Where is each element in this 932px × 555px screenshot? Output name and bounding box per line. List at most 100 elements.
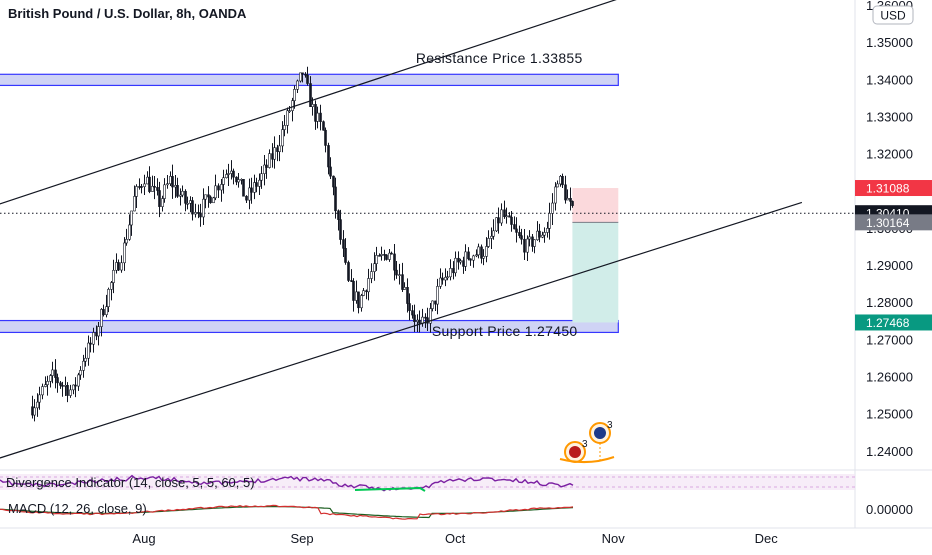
candle-body-54 — [169, 176, 172, 184]
support-zone-label: Support Price 1.27450 — [432, 323, 578, 339]
candle-body-189 — [513, 224, 516, 230]
events-layer[interactable]: 33 — [559, 420, 615, 463]
price-tick-0: 1.24000 — [866, 444, 913, 459]
trendlines-layer[interactable] — [0, 0, 803, 462]
us-event-badge[interactable]: 3 — [564, 439, 588, 463]
candle-body-164 — [449, 268, 452, 278]
candle-body-47 — [151, 185, 154, 192]
divergence-signal — [354, 486, 426, 492]
candle-body-22 — [87, 342, 90, 359]
candle-body-63 — [191, 200, 194, 215]
candle-body-106 — [301, 72, 304, 75]
candle-body-62 — [189, 200, 192, 204]
candle-body-204 — [551, 202, 554, 214]
candle-body-59 — [181, 190, 184, 196]
candle-body-136 — [378, 255, 381, 257]
candle-body-117 — [329, 166, 332, 177]
candle-body-107 — [304, 73, 307, 76]
candle-body-108 — [306, 74, 309, 84]
us-event-badge-count: 3 — [582, 439, 588, 450]
candle-body-81 — [237, 179, 240, 183]
candle-body-64 — [194, 212, 197, 215]
uk-flag-icon — [594, 427, 606, 439]
currency-button-label[interactable]: USD — [880, 9, 906, 23]
candle-body-35 — [120, 262, 123, 271]
candle-body-121 — [339, 219, 342, 240]
candle-body-37 — [125, 239, 128, 244]
target-price-badge — [855, 314, 932, 331]
candle-body-150 — [413, 314, 416, 322]
candle-body-183 — [497, 217, 500, 224]
candle-body-12 — [61, 385, 64, 387]
candle-body-161 — [441, 277, 444, 281]
position-layer[interactable] — [572, 188, 619, 323]
candle-body-74 — [220, 184, 223, 191]
time-tick-dec: Dec — [755, 531, 779, 546]
candle-body-104 — [296, 80, 299, 90]
candle-body-88 — [255, 182, 258, 187]
price-tick-5: 1.29000 — [866, 258, 913, 273]
candle-body-49 — [156, 187, 159, 191]
candle-body-197 — [533, 239, 536, 247]
candle-body-190 — [515, 228, 518, 233]
candle-body-123 — [344, 248, 347, 263]
candle-body-124 — [347, 262, 350, 281]
candle-body-201 — [543, 232, 546, 236]
support-zone[interactable] — [0, 319, 619, 334]
candle-body-134 — [373, 263, 376, 272]
channel-upper[interactable] — [0, 0, 710, 214]
candle-body-157 — [431, 300, 434, 309]
candle-body-109 — [309, 83, 312, 107]
resistance-zone[interactable] — [0, 73, 619, 87]
candle-body-128 — [357, 291, 360, 309]
candles-layer — [31, 66, 574, 422]
uk-event-badge[interactable]: 3 — [589, 420, 613, 444]
candle-body-139 — [385, 254, 388, 260]
time-tick-nov: Nov — [602, 531, 626, 546]
stop-price-badge — [855, 180, 932, 197]
candle-body-147 — [406, 287, 409, 304]
candle-body-212 — [571, 201, 574, 206]
candle-body-42 — [138, 186, 141, 188]
time-tick-oct: Oct — [445, 531, 466, 546]
candle-body-75 — [222, 177, 225, 185]
candle-body-3 — [38, 394, 41, 403]
candle-body-6 — [46, 381, 49, 385]
candle-body-200 — [541, 234, 544, 238]
candle-body-19 — [79, 370, 82, 376]
currency-button-frame[interactable] — [872, 5, 914, 25]
candle-body-80 — [235, 176, 238, 183]
channel-lower[interactable] — [0, 201, 803, 462]
price-axis-panel[interactable] — [855, 0, 932, 528]
currency-button[interactable]: USD — [872, 5, 914, 25]
candle-body-112 — [316, 112, 319, 122]
take-profit-zone[interactable] — [572, 222, 619, 323]
candle-body-71 — [212, 197, 215, 204]
candle-body-140 — [388, 252, 391, 260]
candle-body-211 — [569, 198, 572, 202]
time-tick-aug: Aug — [132, 531, 155, 546]
price-tick-11: 1.35000 — [866, 35, 913, 50]
uk-event-badge-count: 3 — [607, 420, 613, 431]
candle-body-33 — [115, 262, 118, 271]
candle-body-45 — [146, 176, 149, 185]
candle-body-14 — [66, 385, 69, 396]
candle-body-1 — [33, 407, 36, 416]
macd-line — [0, 504, 574, 520]
candle-body-78 — [230, 170, 233, 174]
candle-body-48 — [153, 185, 156, 188]
candle-body-46 — [148, 176, 151, 192]
macd-axis-label: 0.00000 — [866, 502, 913, 517]
candle-body-24 — [92, 332, 95, 345]
candle-body-60 — [184, 190, 187, 204]
candle-body-166 — [454, 257, 457, 274]
candle-body-159 — [436, 286, 439, 305]
target-price-badge-label: 1.27468 — [866, 316, 910, 330]
stop-price-badge-label: 1.31088 — [866, 182, 910, 196]
candle-body-155 — [426, 317, 429, 324]
candle-body-141 — [390, 252, 393, 255]
candle-body-210 — [566, 198, 569, 201]
stop-loss-zone[interactable] — [572, 188, 619, 223]
candle-body-58 — [179, 194, 182, 197]
